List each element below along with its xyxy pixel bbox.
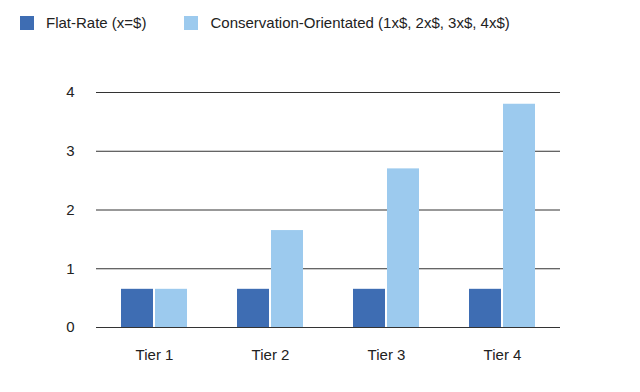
svg-text:2: 2 xyxy=(66,201,74,218)
svg-text:3: 3 xyxy=(66,142,74,159)
svg-text:Tier 3: Tier 3 xyxy=(368,346,406,363)
svg-text:Tier 4: Tier 4 xyxy=(484,346,522,363)
svg-text:4: 4 xyxy=(66,83,74,100)
svg-text:Tier 2: Tier 2 xyxy=(252,346,290,363)
html-text:Conservation-Orientated (1x$,: Conservation-Orientated (1x$, 2x$, 3x$, … xyxy=(210,14,510,31)
html-text:Flat-Rate (x=$): Flat-Rate (x=$) xyxy=(46,14,147,31)
svg-text:1: 1 xyxy=(66,260,74,277)
svg-text:0: 0 xyxy=(66,318,74,335)
svg-text:Tier 1: Tier 1 xyxy=(136,346,174,363)
